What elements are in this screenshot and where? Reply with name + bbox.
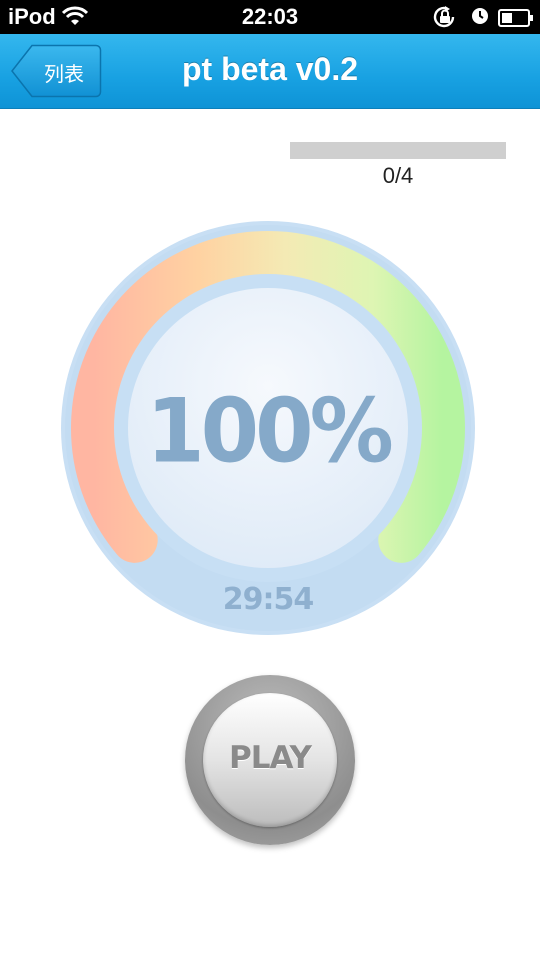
play-button[interactable]: PLAY	[185, 675, 355, 845]
back-arrow-icon	[11, 44, 102, 98]
play-button-label: PLAY	[229, 740, 312, 776]
navigation-bar: 列表 pt beta v0.2	[0, 34, 540, 109]
battery-icon	[498, 9, 533, 27]
progress-bar	[290, 142, 506, 159]
gauge-inner-face	[128, 288, 408, 568]
progress-count: 0/4	[382, 163, 414, 188]
gauge-percent-text: 100%	[146, 379, 394, 483]
wifi-icon	[62, 6, 88, 25]
gauge-time-text: 29:54	[222, 582, 315, 617]
carrier-label: iPod	[8, 4, 56, 29]
gauge-level-arc	[71, 231, 465, 563]
back-button[interactable]: 列表	[10, 44, 102, 98]
back-button-label: 列表	[44, 64, 84, 86]
status-bar: iPod 22:03	[0, 0, 540, 34]
page-title: pt beta v0.2	[181, 51, 359, 87]
status-time: 22:03	[241, 4, 299, 29]
alarm-icon	[472, 8, 488, 24]
play-button-face: PLAY	[203, 693, 337, 827]
progress-gauge	[61, 221, 475, 635]
rotation-lock-icon	[433, 6, 455, 28]
